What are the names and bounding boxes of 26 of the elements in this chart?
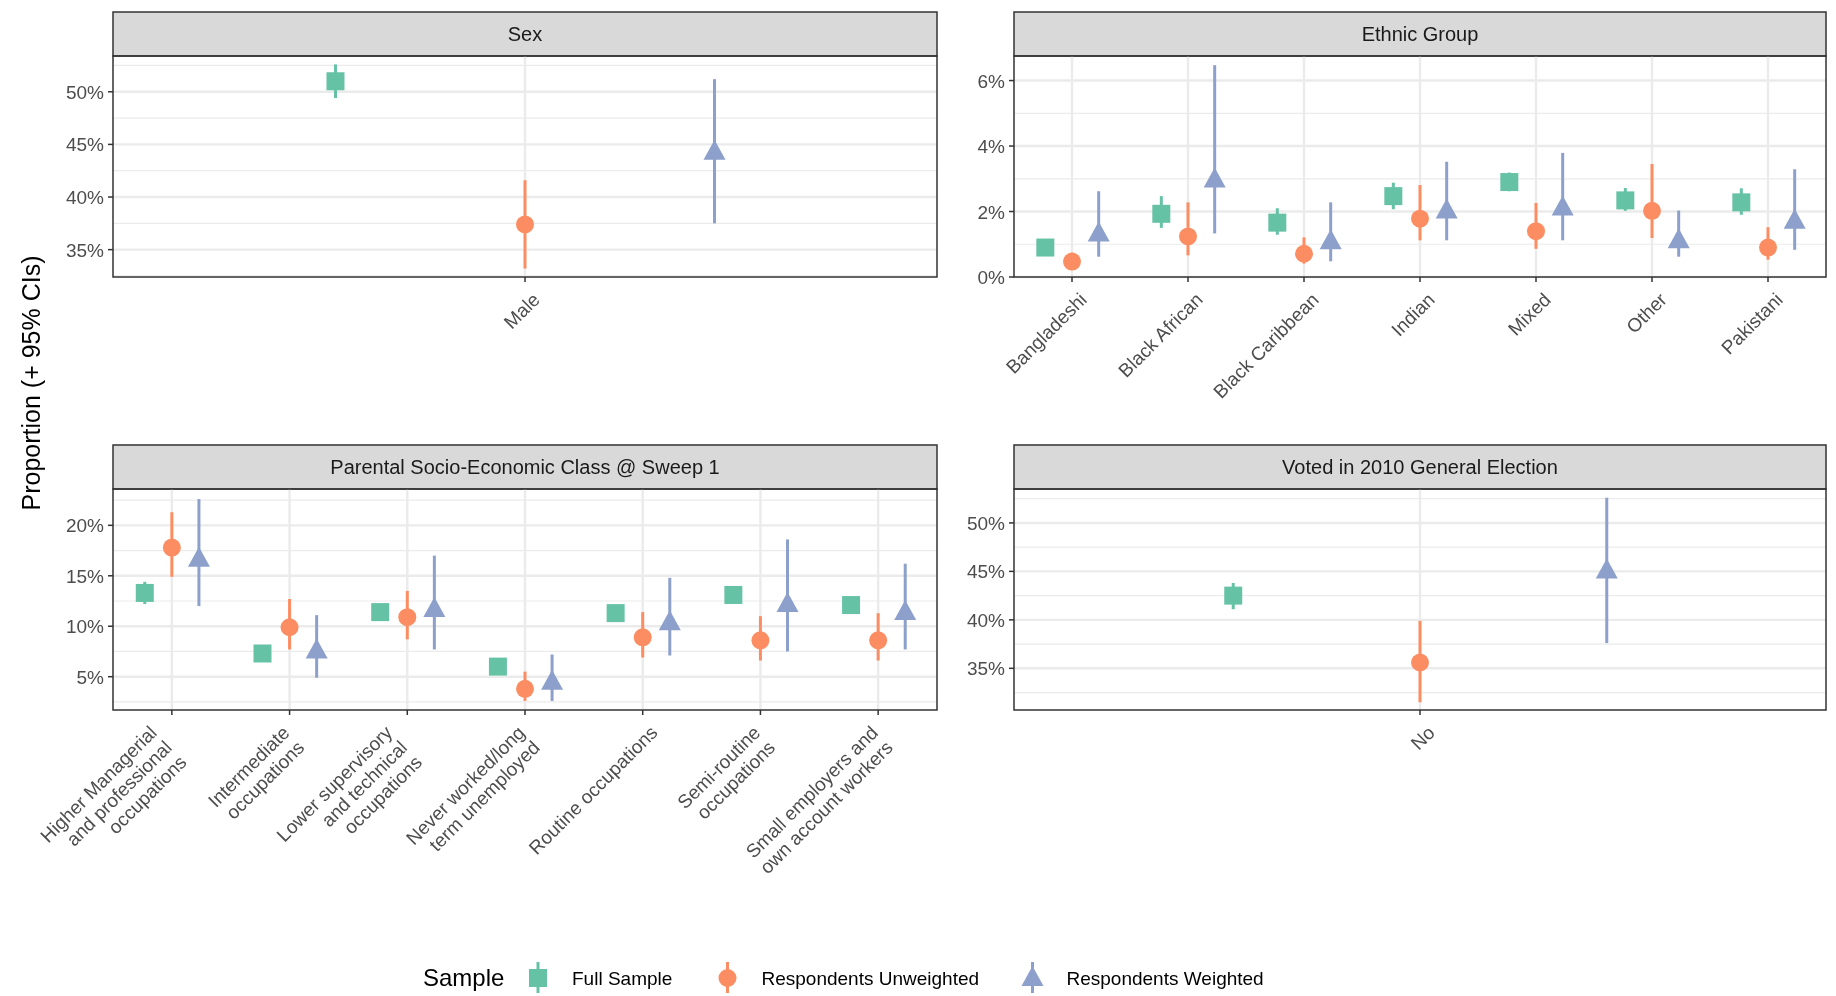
y-tick-label: 2% bbox=[977, 201, 1006, 223]
y-tick-label: 40% bbox=[65, 187, 105, 209]
legend-label: Full Sample bbox=[572, 968, 673, 989]
y-tick-label: 45% bbox=[65, 134, 105, 156]
y-tick-label: 35% bbox=[966, 658, 1006, 680]
y-tick-label: 6% bbox=[977, 70, 1006, 92]
legend-label: Respondents Weighted bbox=[1066, 968, 1264, 989]
y-tick-label: 50% bbox=[65, 81, 105, 103]
chart-title: Voted in 2010 General Election bbox=[1282, 456, 1558, 478]
chart-title: Sex bbox=[507, 23, 543, 45]
y-tick-label: 50% bbox=[966, 512, 1006, 534]
y-tick-label: 5% bbox=[76, 666, 105, 688]
y-tick-label: 40% bbox=[966, 609, 1006, 631]
y-tick-label: 10% bbox=[65, 616, 105, 638]
x-tick-label: No bbox=[1406, 721, 1439, 754]
legend-label: Respondents Unweighted bbox=[761, 968, 980, 989]
y-tick-label: 35% bbox=[65, 239, 105, 261]
chart-title: Ethnic Group bbox=[1361, 23, 1479, 45]
y-tick-label: 4% bbox=[977, 136, 1006, 158]
chart-title: Parental Socio-Economic Class @ Sweep 1 bbox=[330, 456, 720, 478]
y-tick-label: 15% bbox=[65, 565, 105, 587]
y-axis-title: Proportion (+ 95% CIs) bbox=[17, 255, 45, 511]
legend-title: Sample bbox=[423, 964, 505, 991]
y-tick-label: 20% bbox=[65, 515, 105, 537]
y-tick-label: 45% bbox=[966, 561, 1006, 583]
y-tick-label: 0% bbox=[977, 267, 1006, 288]
